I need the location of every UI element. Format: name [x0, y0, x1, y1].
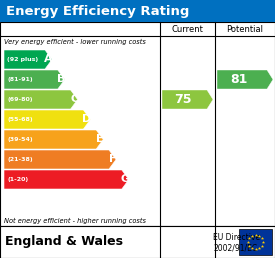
Text: England & Wales: England & Wales: [5, 236, 123, 248]
Text: (92 plus): (92 plus): [7, 57, 38, 62]
Bar: [0, 0, 275, 22]
Bar: [0, 22, 275, 226]
Text: (1-20): (1-20): [7, 177, 28, 182]
Text: C: C: [70, 94, 78, 104]
Polygon shape: [4, 170, 129, 189]
Text: Very energy efficient - lower running costs: Very energy efficient - lower running co…: [4, 39, 146, 45]
Text: Energy Efficiency Rating: Energy Efficiency Rating: [6, 4, 189, 18]
Text: B: B: [57, 75, 65, 85]
Polygon shape: [217, 70, 273, 89]
Text: 2002/91/EC: 2002/91/EC: [213, 243, 257, 252]
Text: D: D: [82, 115, 92, 125]
Bar: [0, 226, 275, 258]
Text: Not energy efficient - higher running costs: Not energy efficient - higher running co…: [4, 218, 146, 224]
Text: (55-68): (55-68): [7, 117, 33, 122]
Text: Potential: Potential: [227, 25, 263, 34]
Text: (21-38): (21-38): [7, 157, 33, 162]
Text: A: A: [44, 54, 53, 64]
Text: (39-54): (39-54): [7, 137, 33, 142]
Text: E: E: [96, 134, 103, 144]
Polygon shape: [4, 150, 116, 169]
Text: G: G: [121, 174, 130, 184]
Text: Current: Current: [172, 25, 204, 34]
Polygon shape: [4, 110, 90, 129]
Polygon shape: [162, 90, 213, 109]
Bar: [239, 229, 272, 255]
Polygon shape: [4, 70, 65, 89]
Text: EU Directive: EU Directive: [213, 233, 260, 242]
Text: (69-80): (69-80): [7, 97, 32, 102]
Text: (81-91): (81-91): [7, 77, 33, 82]
Polygon shape: [4, 130, 103, 149]
Polygon shape: [4, 90, 78, 109]
Polygon shape: [4, 50, 52, 69]
Text: 75: 75: [174, 93, 191, 106]
Text: F: F: [109, 155, 116, 165]
Text: 81: 81: [231, 73, 248, 86]
